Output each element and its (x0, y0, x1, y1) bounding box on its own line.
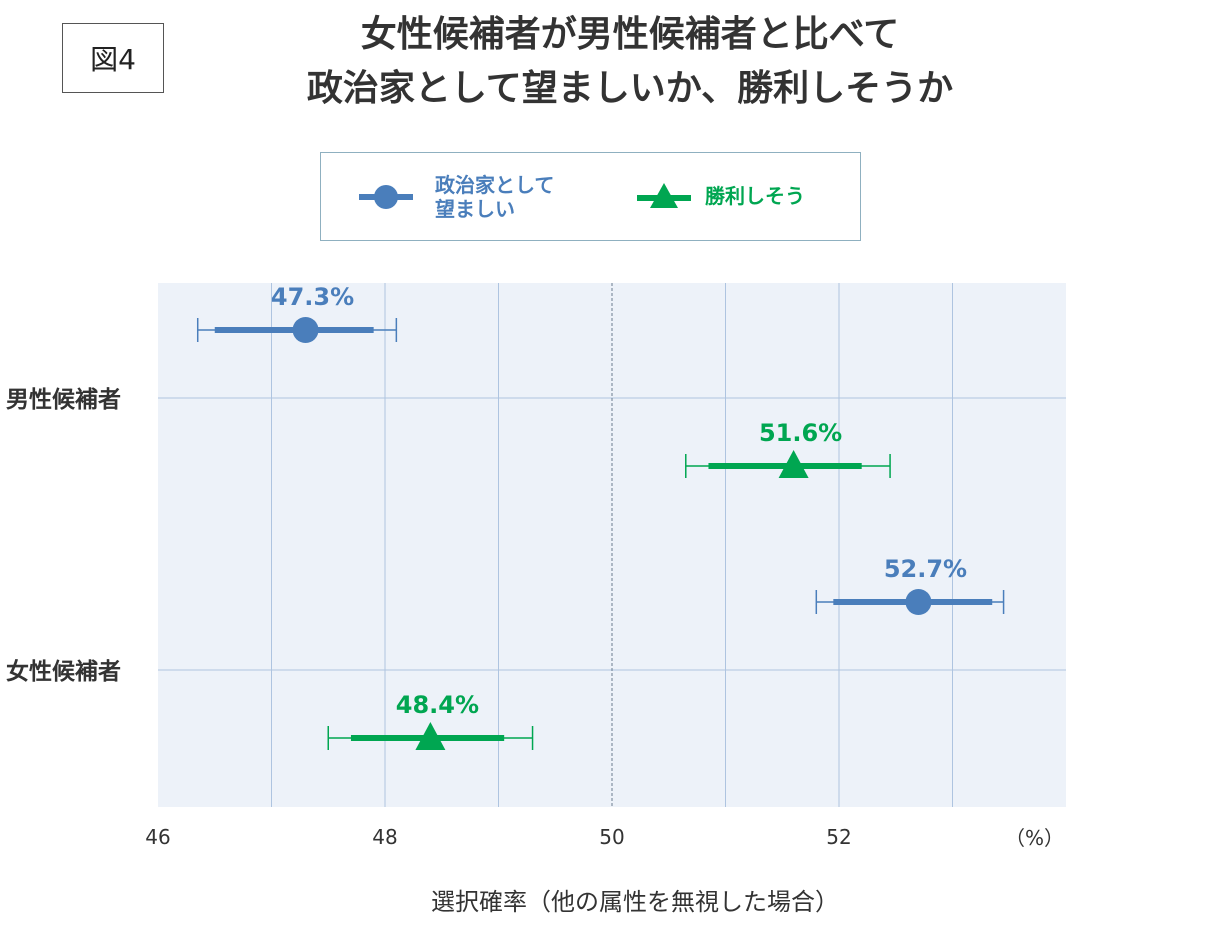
legend-label-win: 勝利しそう (705, 184, 805, 208)
x-tick-label: 50 (599, 825, 624, 849)
legend-item-desirable: 政治家として 望ましい (357, 173, 554, 221)
data-label: 47.3% (271, 283, 354, 311)
data-label: 51.6% (759, 419, 842, 447)
x-tick-label: 52 (826, 825, 851, 849)
chart-title: 女性候補者が男性候補者と比べて 政治家として望ましいか、勝利しそうか (180, 8, 1080, 116)
data-point-triangle (415, 722, 446, 750)
chart-title-line-1: 女性候補者が男性候補者と比べて (360, 14, 900, 55)
legend-label-desirable-line-2: 望ましい (435, 197, 515, 221)
figure-label: 図4 (62, 23, 164, 93)
chart-title-line-2: 政治家として望ましいか、勝利しそうか (306, 68, 954, 109)
data-point-triangle (778, 450, 809, 478)
y-category-label: 女性候補者 (6, 658, 121, 685)
data-label: 52.7% (884, 555, 967, 583)
x-axis-unit: （%） (1005, 826, 1065, 850)
x-tick-label: 48 (372, 825, 397, 849)
legend-item-win: 勝利しそう (635, 181, 805, 211)
legend: 政治家として 望ましい 勝利しそう (320, 152, 861, 241)
legend-label-desirable-line-1: 政治家として (435, 173, 555, 197)
y-category-label: 男性候補者 (6, 387, 121, 413)
data-point-circle (292, 317, 319, 343)
data-point-circle (905, 589, 932, 615)
data-label: 48.4% (396, 691, 479, 719)
legend-triangle-marker-icon (637, 183, 691, 208)
legend-circle-marker-icon (359, 185, 413, 209)
x-axis-label: 選択確率（他の属性を無視した場合） (431, 888, 839, 916)
legend-label-desirable: 政治家として 望ましい (435, 173, 554, 221)
x-tick-label: 46 (145, 825, 170, 849)
